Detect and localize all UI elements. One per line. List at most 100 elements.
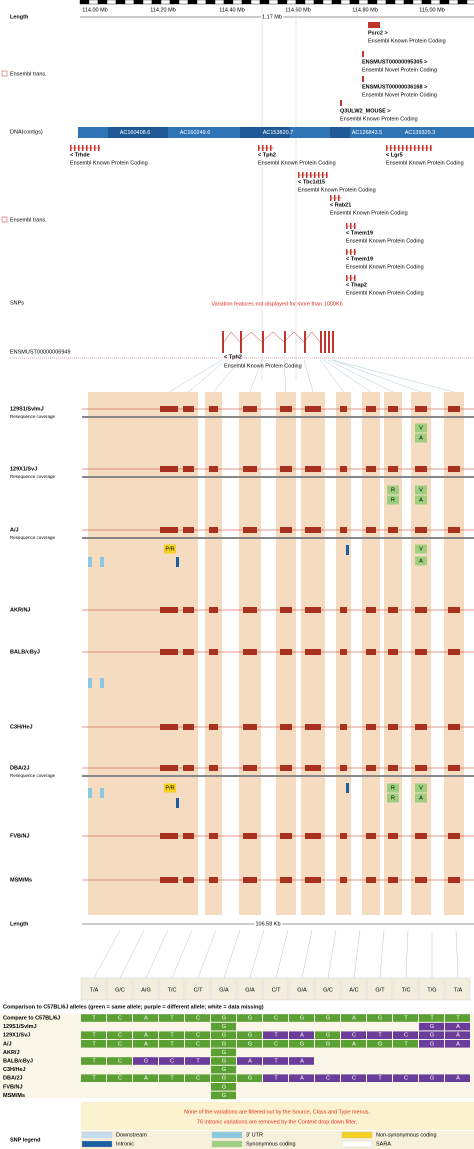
- gene-exon: [350, 223, 352, 229]
- allele-cell: [367, 1031, 392, 1039]
- zoom-line: [275, 929, 289, 979]
- contig-name: AC160249.6: [180, 130, 211, 136]
- gene-exon: [346, 275, 348, 281]
- allele-cell: [159, 1031, 184, 1039]
- allele: G: [222, 1067, 226, 1073]
- allele-cell: [133, 1040, 158, 1048]
- zoom-line: [379, 929, 385, 979]
- transcript-exon: [262, 331, 264, 353]
- transcript-name: < Tph2: [224, 354, 242, 360]
- strain-exon: [448, 607, 460, 613]
- ruler-tick: 114.40 Mb: [219, 7, 245, 13]
- allele: C: [196, 1033, 200, 1039]
- allele-cell: [159, 1040, 184, 1048]
- column-label: A/C: [349, 987, 358, 993]
- legend-label: Non-synonymous coding: [376, 1132, 437, 1138]
- coverage-label: Resequence coverage: [10, 773, 56, 778]
- allele-cell: [263, 1057, 288, 1065]
- column-label: G/C: [115, 987, 125, 993]
- residue: P/R: [165, 546, 174, 552]
- allele: A: [352, 1015, 356, 1021]
- utr-snp: [100, 678, 104, 688]
- allele-cell: [133, 1031, 158, 1039]
- zoom-line: [93, 929, 121, 979]
- allele: C: [404, 1033, 408, 1039]
- gene-exon: [98, 145, 100, 151]
- allele-cell: [107, 1031, 132, 1039]
- allele: T: [92, 1076, 96, 1082]
- snp-message: Variation features not displayed for mor…: [211, 301, 342, 307]
- allele-cell: [185, 1074, 210, 1082]
- column-label: T/C: [402, 987, 411, 993]
- allele: C: [404, 1076, 408, 1082]
- strain-exon: [183, 406, 194, 412]
- strain-exon: [243, 527, 257, 533]
- gene-exon: [322, 172, 324, 178]
- allele: C: [274, 1015, 278, 1021]
- ruler-block: [187, 0, 198, 5]
- strain-exon: [160, 406, 178, 412]
- ruler-tick: 114.00 Mb: [82, 7, 108, 13]
- utr-snp: [88, 557, 92, 567]
- zoom-line: [332, 359, 455, 393]
- strain-exon: [183, 527, 194, 533]
- ruler-block: [466, 0, 474, 5]
- allele: G: [430, 1076, 434, 1082]
- allele: A: [300, 1076, 304, 1082]
- row-label: DBA/2J: [3, 1076, 23, 1082]
- strain-exon: [366, 877, 376, 883]
- allele: C: [196, 1076, 200, 1082]
- allele: G: [430, 1041, 434, 1047]
- coverage-label: Resequence coverage: [10, 535, 56, 540]
- allele: A: [144, 1033, 148, 1039]
- ruler-block: [232, 0, 243, 5]
- strain-exon: [183, 833, 194, 839]
- transcript-name: < Tbc1d15: [298, 179, 325, 185]
- residue: V: [419, 785, 423, 791]
- gene-exon: [306, 172, 308, 178]
- allele-cell: [133, 1074, 158, 1082]
- gene-exon: [414, 145, 416, 151]
- strain-exon: [209, 406, 218, 412]
- strain-exon: [448, 877, 460, 883]
- strain-exon: [415, 765, 427, 771]
- residue: A: [419, 497, 423, 503]
- length-label: Length: [10, 921, 29, 927]
- strain-exon: [243, 466, 257, 472]
- row-label: AKR/J: [3, 1050, 20, 1056]
- transcript-name: < Tmem19: [346, 256, 373, 262]
- gene-exon: [430, 145, 432, 151]
- column-header: [418, 977, 445, 1001]
- column-label: C/T: [194, 987, 204, 993]
- strain-exon: [305, 466, 321, 472]
- allele-cell: [445, 1040, 470, 1048]
- zoom-line: [171, 929, 193, 979]
- allele-cell: [237, 1014, 262, 1022]
- strain-exon: [209, 724, 218, 730]
- gene-exon: [70, 145, 72, 151]
- utr-snp: [88, 788, 92, 798]
- allele-cell: [211, 1091, 236, 1100]
- strain-exon: [183, 466, 194, 472]
- allele: G: [300, 1015, 304, 1021]
- gene-glyph: [362, 51, 364, 57]
- residue-box: [415, 783, 427, 793]
- notes-box: [81, 1102, 474, 1130]
- allele: G: [222, 1076, 226, 1082]
- ruler-block: [277, 0, 288, 5]
- residue: A: [419, 558, 423, 564]
- allele-cell: [211, 1040, 236, 1048]
- allele: G: [248, 1041, 252, 1047]
- gene-glyph: [362, 76, 364, 82]
- allele: G: [378, 1015, 382, 1021]
- transcript-name: < Tmem19: [346, 230, 373, 236]
- allele: T: [92, 1033, 96, 1039]
- strain-exon: [305, 649, 321, 655]
- legend-title: SNP legend: [10, 1137, 40, 1143]
- allele: T: [404, 1041, 408, 1047]
- column-label: G/A: [297, 987, 307, 993]
- intronic-snp: [176, 798, 179, 808]
- residue-box: [415, 485, 427, 495]
- strain-exon: [243, 877, 257, 883]
- gene-exon: [270, 145, 272, 151]
